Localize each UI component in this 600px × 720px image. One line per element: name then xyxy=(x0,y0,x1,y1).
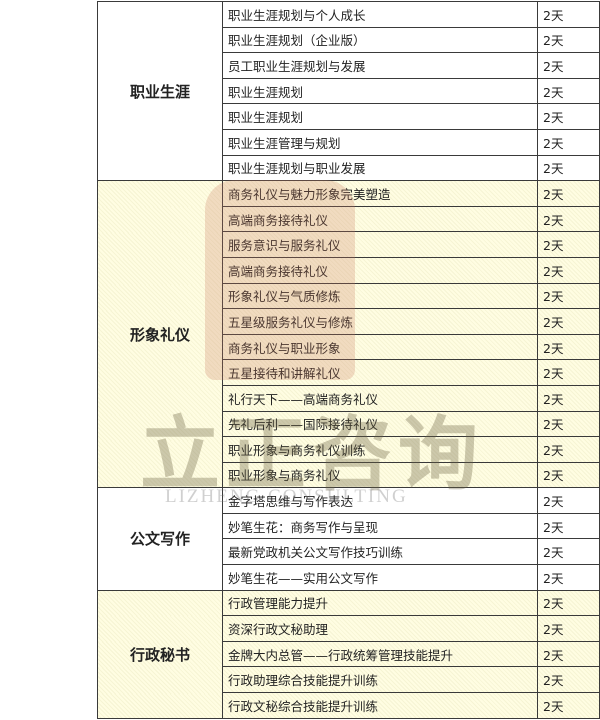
course-name: 员工职业生涯规划与发展 xyxy=(222,52,538,79)
course-name: 职业形象与商务礼仪 xyxy=(222,461,538,489)
table-row: 职业生涯规划 2天 xyxy=(98,77,600,105)
course-name: 金牌大内总管——行政统筹管理技能提升 xyxy=(222,640,538,668)
course-duration: 2天 xyxy=(537,282,600,310)
course-name: 形象礼仪与气质修炼 xyxy=(222,282,538,310)
table-row: 妙笔生花：商务写作与呈现 2天 xyxy=(98,512,600,540)
course-name: 职业生涯规划与个人成长 xyxy=(222,1,538,28)
category-cell: 行政秘书 xyxy=(97,589,223,719)
course-duration: 2天 xyxy=(537,384,600,412)
course-name: 礼行天下——高端商务礼仪 xyxy=(222,384,538,412)
course-duration: 2天 xyxy=(537,103,600,130)
course-duration: 2天 xyxy=(537,538,600,566)
course-duration: 2天 xyxy=(537,256,600,284)
course-duration: 2天 xyxy=(537,333,600,361)
table-row: 职业生涯管理与规划 2天 xyxy=(98,128,600,156)
course-name: 行政管理能力提升 xyxy=(222,589,538,617)
course-name: 妙笔生花：商务写作与呈现 xyxy=(222,512,538,540)
course-duration: 2天 xyxy=(537,410,600,438)
course-duration: 2天 xyxy=(537,1,600,28)
course-duration: 2天 xyxy=(537,564,600,591)
table-row: 行政文秘综合技能提升训练 2天 xyxy=(97,692,600,719)
category-cell: 公文写作 xyxy=(97,487,223,591)
table-row: 职业生涯规划与职业发展 2天 xyxy=(98,154,600,182)
course-name: 高端商务接待礼仪 xyxy=(222,205,538,233)
course-name: 高端商务接待礼仪 xyxy=(222,256,538,284)
course-name: 五星接待和讲解礼仪 xyxy=(222,359,538,386)
course-name: 职业生涯规划（企业版） xyxy=(222,26,538,54)
course-name: 职业生涯规划与职业发展 xyxy=(222,154,538,182)
course-name: 行政助理综合技能提升训练 xyxy=(222,666,538,694)
course-duration: 2天 xyxy=(537,640,600,668)
course-duration: 2天 xyxy=(537,52,600,79)
course-duration: 2天 xyxy=(537,615,600,642)
category-cell: 形象礼仪 xyxy=(97,180,223,489)
course-duration: 2天 xyxy=(537,359,600,386)
course-name: 先礼后利——国际接待礼仪 xyxy=(222,410,538,438)
course-duration: 2天 xyxy=(537,666,600,694)
course-name: 商务礼仪与魅力形象完美塑造 xyxy=(222,180,538,207)
table-row: 妙笔生花——实用公文写作 2天 xyxy=(98,564,600,591)
table-row: 形象礼仪 商务礼仪与魅力形象完美塑造 2天 xyxy=(97,180,600,489)
table-row: 职业生涯规划 2天 xyxy=(98,103,600,130)
table-row: 公文写作 金字塔思维与写作表达 2天 xyxy=(97,487,600,591)
course-name: 金字塔思维与写作表达 xyxy=(222,487,538,514)
course-name: 职业生涯规划 xyxy=(222,103,538,130)
course-duration: 2天 xyxy=(537,180,600,207)
course-name: 资深行政文秘助理 xyxy=(222,615,538,642)
course-name: 职业生涯规划 xyxy=(222,77,538,105)
course-duration: 2天 xyxy=(537,154,600,182)
course-duration: 2天 xyxy=(537,231,600,258)
course-duration: 2天 xyxy=(537,77,600,105)
course-duration: 2天 xyxy=(537,26,600,54)
course-name: 商务礼仪与职业形象 xyxy=(222,333,538,361)
category-cell: 职业生涯 xyxy=(97,0,223,182)
table-row: 职业生涯规划（企业版） 2天 xyxy=(98,26,600,54)
course-duration: 2天 xyxy=(537,589,600,617)
course-duration: 2天 xyxy=(537,692,600,719)
course-name: 行政文秘综合技能提升训练 xyxy=(222,692,538,719)
course-name: 五星级服务礼仪与修炼 xyxy=(222,308,538,335)
course-duration: 2天 xyxy=(537,128,600,156)
course-table: 职业生涯 职业生涯规划与个人成长 2天 职业生涯规划（企业版） 2天 员工职业生涯规划与发… xyxy=(97,0,600,719)
course-duration: 2天 xyxy=(537,436,600,463)
course-name: 职业生涯管理与规划 xyxy=(222,128,538,156)
table-row: 职业生涯 职业生涯规划与个人成长 2天 xyxy=(97,0,600,182)
course-name: 职业形象与商务礼仪训练 xyxy=(222,436,538,463)
course-duration: 2天 xyxy=(537,461,600,489)
course-name: 服务意识与服务礼仪 xyxy=(222,231,538,258)
course-name: 妙笔生花——实用公文写作 xyxy=(222,564,538,591)
course-duration: 2天 xyxy=(537,308,600,335)
course-duration: 2天 xyxy=(537,205,600,233)
course-name: 最新党政机关公文写作技巧训练 xyxy=(222,538,538,566)
table-row: 最新党政机关公文写作技巧训练 2天 xyxy=(98,538,600,566)
table-row: 行政秘书 行政管理能力提升 2天 xyxy=(97,589,600,719)
course-duration: 2天 xyxy=(537,487,600,514)
course-duration: 2天 xyxy=(537,512,600,540)
